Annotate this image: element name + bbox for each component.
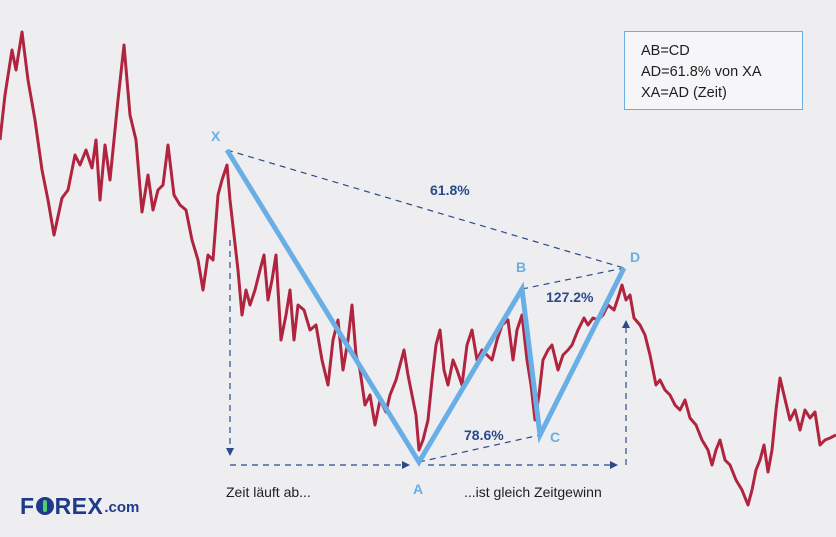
ac-guide <box>418 434 541 463</box>
rule-ad-ratio: AD=61.8% von XA <box>641 64 762 80</box>
point-a-label: A <box>413 481 423 497</box>
bd-guide <box>521 267 625 290</box>
xd-guide <box>226 149 625 269</box>
forex-logo: F REX .com <box>20 493 139 519</box>
logo-suffix: .com <box>104 499 140 516</box>
point-c-label: C <box>550 429 560 445</box>
logo-o-icon <box>35 497 54 515</box>
rule-xa-time: XA=AD (Zeit) <box>641 85 727 101</box>
ratio-ac-label: 78.6% <box>464 427 504 443</box>
caption-right: ...ist gleich Zeitgewinn <box>464 484 602 500</box>
point-d-label: D <box>630 249 640 265</box>
price-line <box>0 30 836 507</box>
ratio-xd-label: 61.8% <box>430 182 470 198</box>
ratio-bd-label: 127.2% <box>546 289 594 305</box>
pattern-xabcd <box>224 148 627 467</box>
point-b-label: B <box>516 259 526 275</box>
caption-left: Zeit läuft ab... <box>226 484 311 500</box>
point-x-label: X <box>211 128 221 144</box>
guide-lines <box>226 149 630 469</box>
rule-ab-cd: AB=CD <box>641 43 690 59</box>
logo-text-start: F <box>20 492 35 519</box>
logo-text-end: REX <box>54 492 104 519</box>
rules-box: AB=CD AD=61.8% von XA XA=AD (Zeit) <box>624 31 803 110</box>
